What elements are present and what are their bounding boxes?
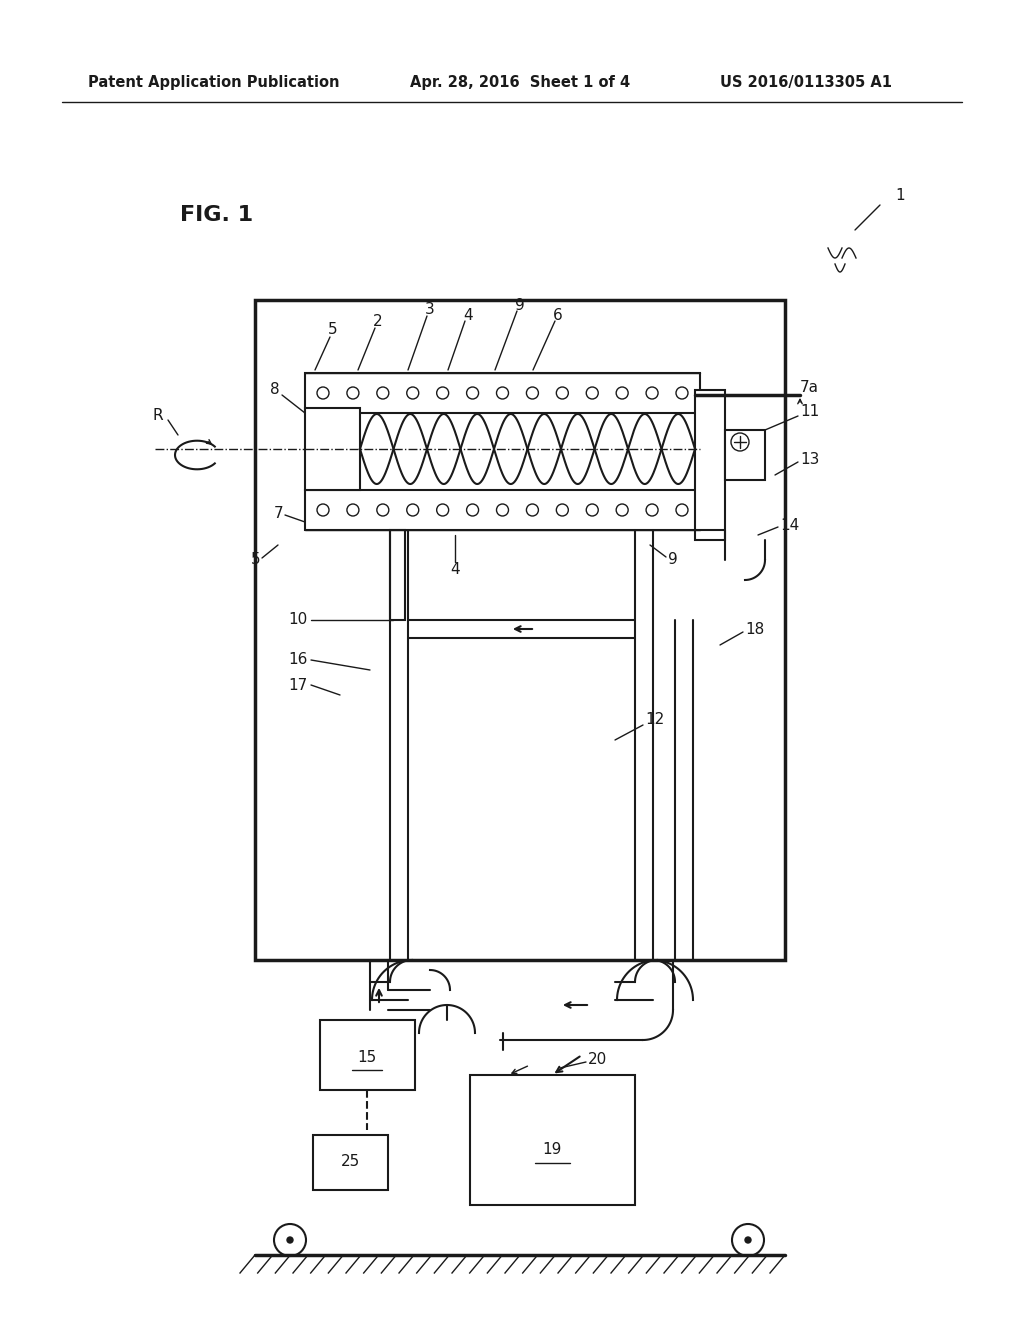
Text: 18: 18 — [745, 623, 764, 638]
Text: 13: 13 — [800, 453, 819, 467]
Text: 17: 17 — [289, 677, 308, 693]
Circle shape — [317, 387, 329, 399]
Text: US 2016/0113305 A1: US 2016/0113305 A1 — [720, 74, 892, 90]
Text: 3: 3 — [425, 302, 435, 318]
Circle shape — [732, 1224, 764, 1257]
Text: 10: 10 — [289, 612, 308, 627]
Text: 12: 12 — [645, 713, 665, 727]
Bar — [305, 490, 700, 531]
Bar — [470, 1074, 635, 1205]
Circle shape — [377, 387, 389, 399]
Circle shape — [676, 504, 688, 516]
Circle shape — [587, 387, 598, 399]
Bar — [255, 300, 785, 960]
Text: 20: 20 — [588, 1052, 607, 1068]
Circle shape — [436, 504, 449, 516]
Circle shape — [497, 504, 509, 516]
Text: 7: 7 — [273, 506, 283, 520]
Text: 5: 5 — [328, 322, 338, 338]
Text: 11: 11 — [800, 404, 819, 420]
Bar — [313, 1135, 388, 1191]
Bar — [390, 531, 406, 620]
Text: 4: 4 — [463, 308, 473, 322]
Text: 16: 16 — [289, 652, 308, 668]
Bar — [305, 408, 360, 490]
Circle shape — [526, 387, 539, 399]
Circle shape — [347, 387, 359, 399]
Circle shape — [497, 387, 509, 399]
Circle shape — [646, 387, 658, 399]
Text: 9: 9 — [515, 297, 525, 313]
Circle shape — [377, 504, 389, 516]
Circle shape — [616, 387, 628, 399]
Text: 5: 5 — [251, 553, 260, 568]
Circle shape — [317, 504, 329, 516]
Circle shape — [676, 387, 688, 399]
Text: 6: 6 — [553, 308, 563, 322]
Text: 14: 14 — [780, 517, 800, 532]
Circle shape — [274, 1224, 306, 1257]
Text: 19: 19 — [543, 1143, 562, 1158]
Bar — [695, 389, 725, 540]
Text: 1: 1 — [895, 187, 904, 202]
Text: Apr. 28, 2016  Sheet 1 of 4: Apr. 28, 2016 Sheet 1 of 4 — [410, 74, 630, 90]
Circle shape — [616, 504, 628, 516]
Text: 9: 9 — [668, 553, 678, 568]
Circle shape — [407, 387, 419, 399]
Text: 7a: 7a — [800, 380, 819, 396]
Circle shape — [745, 1237, 751, 1243]
Circle shape — [646, 504, 658, 516]
Text: Patent Application Publication: Patent Application Publication — [88, 74, 340, 90]
Text: 4: 4 — [451, 562, 460, 578]
Circle shape — [467, 387, 478, 399]
Circle shape — [556, 387, 568, 399]
Circle shape — [587, 504, 598, 516]
Text: 15: 15 — [357, 1051, 377, 1065]
Bar — [725, 430, 765, 480]
Bar — [305, 374, 700, 413]
Circle shape — [526, 504, 539, 516]
Bar — [319, 1020, 415, 1090]
Text: R: R — [152, 408, 163, 422]
Text: FIG. 1: FIG. 1 — [180, 205, 253, 224]
Circle shape — [347, 504, 359, 516]
Text: 2: 2 — [373, 314, 383, 330]
Circle shape — [287, 1237, 293, 1243]
Circle shape — [467, 504, 478, 516]
Text: 25: 25 — [340, 1155, 359, 1170]
Circle shape — [407, 504, 419, 516]
Text: 8: 8 — [270, 383, 280, 397]
Circle shape — [731, 433, 749, 451]
Circle shape — [436, 387, 449, 399]
Circle shape — [556, 504, 568, 516]
